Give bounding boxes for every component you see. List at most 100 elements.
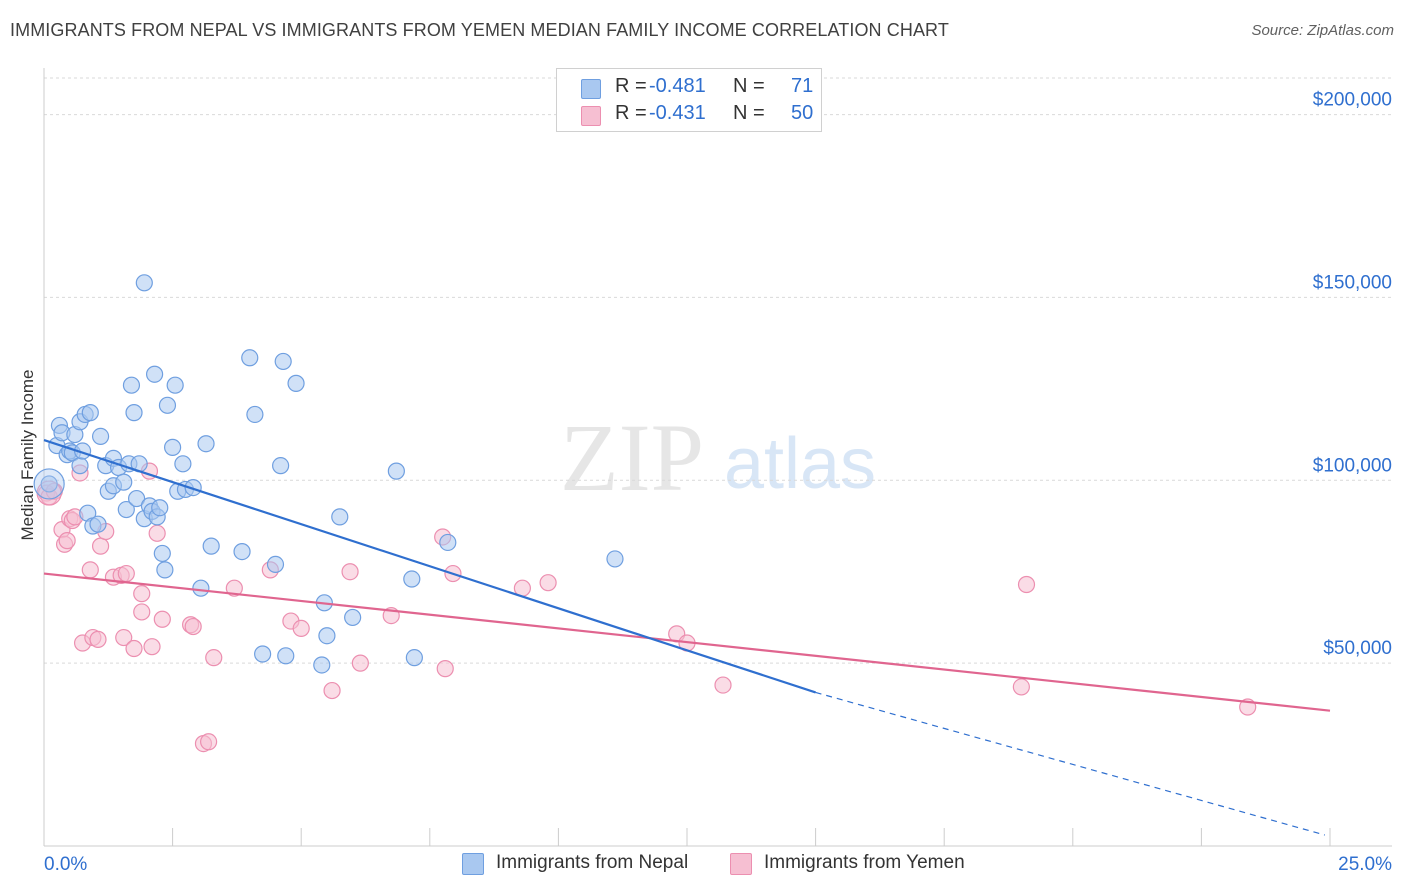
nepal-point (156, 561, 174, 579)
y-tick-label: $100,000 (1313, 455, 1392, 476)
n-value: 50 (791, 102, 814, 124)
y-tick-label: $200,000 (1313, 90, 1392, 111)
n-value: 71 (791, 75, 814, 97)
nepal-point (606, 550, 624, 568)
nepal-point (439, 533, 457, 552)
nepal-point (125, 404, 143, 422)
nepal-points (33, 274, 624, 674)
n-label: N = (733, 75, 765, 97)
nepal-trend-extension (815, 691, 1326, 836)
nepal-point (403, 570, 421, 588)
nepal-point (202, 537, 220, 555)
nepal-point (115, 473, 133, 491)
nepal-point (241, 349, 259, 367)
x-ticks (43, 828, 1331, 846)
watermark-atlas: atlas (724, 424, 876, 504)
nepal-point (122, 376, 141, 394)
nepal-point (135, 274, 153, 292)
x-tick-label: 0.0% (44, 854, 87, 875)
nepal-point (40, 475, 58, 493)
yemen-point (292, 619, 310, 638)
nepal-point (387, 462, 405, 480)
nepal-point (246, 405, 264, 424)
yemen-point (1017, 575, 1036, 594)
nepal-point (89, 515, 107, 533)
nepal-point (145, 365, 164, 383)
yemen-point (1012, 678, 1030, 696)
watermark-zip: ZIP (560, 404, 704, 511)
yemen-points (36, 462, 1257, 753)
yemen-point (714, 676, 732, 694)
nepal-swatch (462, 853, 484, 875)
nepal-point (272, 457, 290, 475)
y-axis-label: Median Family Income (18, 369, 37, 541)
nepal-point (192, 579, 210, 597)
yemen-point (125, 639, 143, 658)
nepal-point (151, 499, 169, 517)
x-tick-label: 25.0% (1338, 854, 1392, 875)
gridlines (44, 77, 1392, 664)
nepal-point (344, 608, 362, 627)
correlation-legend: R = -0.481 N = 71 R = -0.431 N = 50 (556, 68, 822, 132)
trend-lines (43, 439, 1331, 836)
chart-title: IMMIGRANTS FROM NEPAL VS IMMIGRANTS FROM… (10, 20, 949, 40)
yemen-point (148, 524, 166, 542)
x-tick-labels: 0.0% 25.0% (44, 854, 1392, 875)
nepal-point (117, 500, 135, 519)
y-tick-labels: $50,000 $100,000 $150,000 $200,000 (1313, 90, 1392, 660)
nepal-point (153, 544, 171, 563)
nepal-point (81, 404, 99, 422)
yemen-point (436, 660, 454, 678)
yemen-point (117, 564, 135, 583)
nepal-point (197, 435, 215, 453)
yemen-point (89, 630, 107, 648)
r-value: -0.431 (649, 102, 706, 124)
nepal-trend-line (43, 439, 816, 694)
legend-label-nepal: Immigrants from Nepal (496, 852, 689, 873)
nepal-point (164, 438, 182, 456)
yemen-point (143, 638, 161, 656)
nepal-point (254, 645, 272, 663)
y-tick-label: $50,000 (1323, 638, 1392, 659)
axes (43, 68, 1392, 847)
yemen-point (81, 561, 99, 579)
yemen-trend-line (43, 572, 1331, 712)
n-label: N = (733, 102, 765, 124)
source-label: Source: ZipAtlas.com (1251, 22, 1394, 39)
nepal-point (266, 555, 285, 574)
nepal-point (127, 489, 146, 508)
yemen-swatch (730, 853, 752, 875)
nepal-point (287, 374, 305, 392)
yemen-point (225, 579, 243, 597)
nepal-point (166, 376, 184, 394)
nepal-point (71, 457, 89, 475)
nepal-point (233, 542, 251, 561)
yemen-point (323, 681, 341, 700)
nepal-point (318, 627, 336, 645)
nepal-point (158, 396, 177, 414)
yemen-point (539, 574, 557, 592)
nepal-point (184, 479, 202, 497)
yemen-point (133, 603, 151, 621)
nepal-point (331, 508, 349, 526)
nepal-point (277, 647, 295, 665)
yemen-point (351, 654, 369, 672)
yemen-point (153, 610, 171, 628)
yemen-point (341, 563, 359, 581)
nepal-point (91, 427, 110, 445)
yemen-point (91, 537, 110, 555)
nepal-point (174, 455, 192, 473)
yemen-point (133, 585, 151, 603)
nepal-point-large (33, 468, 65, 500)
y-tick-label: $150,000 (1313, 272, 1392, 293)
yemen-point (200, 733, 218, 751)
nepal-point (274, 352, 292, 371)
yemen-point (58, 532, 76, 550)
r-label: R = (615, 102, 647, 124)
yemen-point (205, 649, 223, 667)
nepal-point (405, 649, 423, 667)
r-value: -0.481 (649, 75, 706, 97)
nepal-point (313, 656, 331, 674)
yemen-point (115, 628, 133, 647)
